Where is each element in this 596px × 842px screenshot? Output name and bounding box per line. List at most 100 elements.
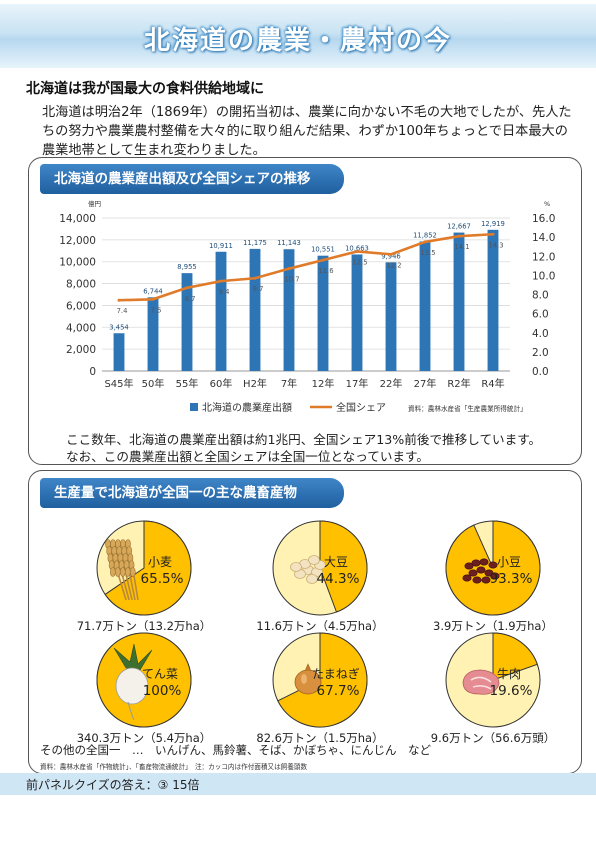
bar-value-label: 12,667 (447, 223, 471, 231)
share-value-label: 10.7 (284, 276, 299, 284)
other-products: その他の全国一 … いんげん、馬鈴薯、そば、かぼちゃ、にんじん など (40, 743, 431, 757)
chart-note-line2: なお、この農業産出額と全国シェアは全国一位となっています。 (66, 449, 429, 464)
pie-caption: 71.7万トン（13.2万ha） (76, 619, 212, 633)
onion-icon (294, 663, 322, 695)
pie-product-name: 大豆 (324, 555, 348, 569)
output-share-chart: 億円 % 0 2,000 4,000 6,000 8,000 10,000 12,000 14,0… (59, 199, 555, 414)
pie-share-label: 19.6% (490, 683, 533, 699)
section-heading: 北海道は我が国最大の食料供給地域に (26, 81, 264, 97)
share-point (185, 286, 189, 290)
bar (487, 229, 499, 371)
bar (419, 241, 431, 371)
x-tick-label: 12年 (312, 377, 335, 390)
pie-caption: 11.6万トン（4.5万ha） (256, 619, 384, 633)
pie-chart: 牛肉 19.6% (445, 632, 541, 728)
pie-chart: 小豆 93.3% (445, 520, 541, 616)
share-value-label: 13.5 (420, 249, 435, 257)
bar-value-label: 11,143 (277, 239, 301, 247)
x-tick-label: R4年 (481, 377, 504, 390)
pie-product-name: 牛肉 (497, 666, 521, 681)
pie-chart: たまねぎ 67.7% (272, 632, 368, 728)
y-tick-label-left: 0 (89, 366, 96, 378)
bar (385, 262, 397, 371)
share-point (355, 249, 359, 253)
pie-share-label: 65.5% (141, 571, 184, 587)
pie-chart: 大豆 44.3% (272, 520, 368, 616)
y-axis-unit-right: % (544, 200, 550, 208)
bar (249, 248, 261, 371)
pie-slice (492, 632, 538, 681)
chart-note-line1: ここ数年、北海道の農業産出額は約1兆円、全国シェア13%前後で推移しています。 (66, 432, 542, 447)
x-tick-label: 50年 (142, 377, 165, 390)
quiz-answer: 前パネルクイズの答え：③ 15倍 (26, 778, 200, 792)
pie-share-label: 100% (143, 683, 182, 699)
share-value-label: 11.6 (318, 267, 333, 275)
y-tick-label-left: 10,000 (59, 257, 96, 269)
legend-swatch-output (190, 403, 198, 411)
share-point (151, 297, 155, 301)
pie-product-name: 小麦 (148, 555, 172, 569)
pie-product-name: たまねぎ (312, 667, 360, 681)
y-tick-label-right: 8.0 (532, 290, 549, 302)
bar-value-label: 9,946 (381, 252, 400, 260)
bar-value-label: 8,955 (177, 263, 196, 271)
bar (147, 297, 159, 371)
bar-value-label: 3,454 (109, 323, 128, 331)
y-tick-label-right: 6.0 (532, 309, 549, 321)
share-point (321, 258, 325, 262)
share-point (389, 252, 393, 256)
y-tick-label-right: 0.0 (532, 366, 549, 378)
y-tick-label-right: 10.0 (532, 270, 555, 282)
pie-caption: 3.9万トン（1.9万ha） (433, 619, 553, 633)
share-value-label: 14.1 (454, 243, 469, 251)
share-point (457, 234, 461, 238)
share-value-label: 7.4 (117, 307, 128, 315)
sugar-beet-icon (113, 643, 153, 721)
pie-caption: 82.6万トン（1.5万ha） (256, 731, 384, 745)
legend-label-output: 北海道の農業産出額 (202, 401, 292, 414)
y-tick-label-right: 14.0 (532, 232, 555, 244)
intro-text: 北海道は明治2年（1869年）の開拓当初は、農業に向かない不毛の大地でしたが、先… (42, 105, 572, 158)
pie-product-name: 小豆 (497, 555, 521, 569)
share-value-label: 12.2 (386, 261, 401, 269)
pie-product-name: てん菜 (142, 667, 178, 681)
x-tick-label: 17年 (346, 377, 369, 390)
share-point (287, 267, 291, 271)
bar-value-label: 10,663 (345, 244, 369, 252)
share-value-label: 7.5 (151, 306, 162, 314)
share-value-label: 8.7 (185, 295, 196, 303)
y-tick-label-right: 2.0 (532, 347, 549, 359)
share-value-label: 9.7 (253, 285, 264, 293)
pie-caption: 9.6万トン（56.6万頭） (430, 731, 556, 745)
share-value-label: 14.3 (488, 241, 503, 249)
wheat-icon (105, 539, 139, 601)
bar (453, 232, 465, 371)
y-tick-label-left: 4,000 (66, 322, 96, 334)
pie-chart: てん菜 100% (96, 632, 192, 728)
bar-value-label: 10,551 (311, 246, 335, 254)
share-point (491, 232, 495, 236)
y-tick-label-left: 12,000 (59, 235, 96, 247)
y-tick-label-left: 14,000 (59, 213, 96, 225)
pie-share-label: 67.7% (317, 683, 360, 699)
pie-slice (319, 520, 368, 613)
y-axis-unit-left: 億円 (88, 199, 101, 208)
y-tick-label-left: 2,000 (66, 344, 96, 356)
x-tick-label: 27年 (414, 377, 437, 390)
x-tick-label: R2年 (447, 377, 470, 390)
x-tick-label: 55年 (176, 377, 199, 390)
azuki-bean-icon (462, 558, 500, 584)
x-tick-label: 60年 (210, 377, 233, 390)
bar (113, 333, 125, 371)
bar-value-label: 11,175 (243, 239, 267, 247)
share-value-label: 12.5 (352, 258, 367, 266)
legend-label-share: 全国シェア (336, 401, 386, 414)
bar-value-label: 12,919 (481, 220, 505, 228)
pie-share-label: 93.3% (490, 571, 533, 587)
bar (215, 251, 227, 371)
y-tick-label-right: 16.0 (532, 213, 555, 225)
share-line (118, 232, 494, 302)
footer-bar: 前パネルクイズの答え：③ 15倍 (0, 773, 596, 795)
bar (317, 255, 329, 371)
bar-value-label: 10,911 (209, 242, 233, 250)
